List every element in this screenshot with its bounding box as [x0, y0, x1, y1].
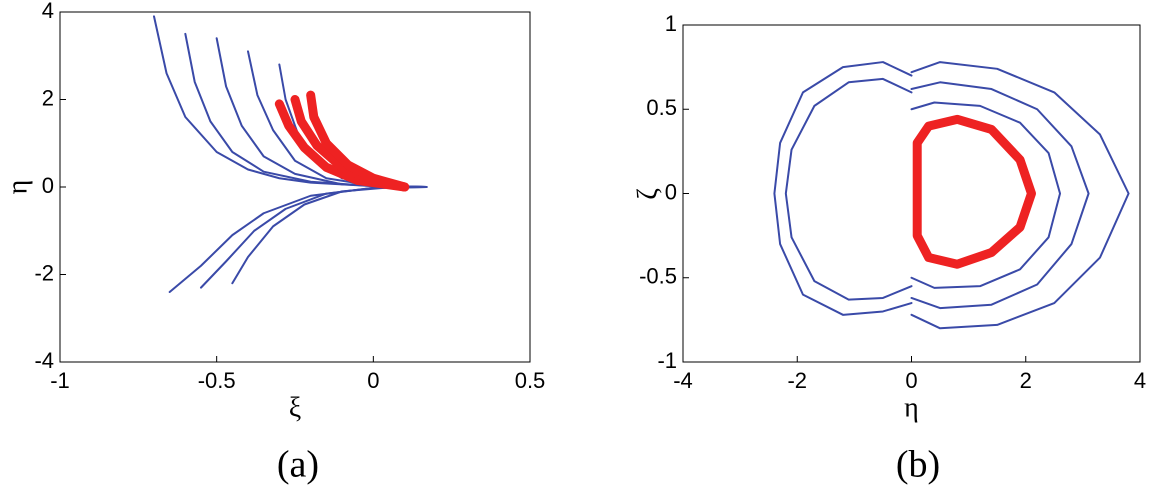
trajectory	[168, 186, 428, 293]
x-tick-label: 4	[1134, 368, 1146, 393]
y-tick-label: 0	[665, 179, 677, 204]
trajectory	[184, 32, 428, 188]
y-tick-label: -1	[657, 348, 677, 373]
y-tick-label: 1	[665, 11, 677, 36]
trajectory	[231, 186, 428, 285]
trajectory	[912, 114, 1036, 269]
trajectory	[910, 101, 1062, 289]
trajectory	[784, 77, 913, 301]
y-tick-label: -2	[34, 260, 54, 285]
x-tick-label: 0	[367, 368, 379, 393]
y-tick-label: 0	[42, 173, 54, 198]
x-axis-label: ξ	[289, 392, 301, 423]
y-tick-label: 2	[42, 85, 54, 110]
y-tick-label: 0.5	[646, 95, 677, 120]
y-axis-label: ζ	[632, 188, 663, 200]
panel: -4 -2 0 2 4 -1 -0.5 0 0.5 1 η ζ (b)	[632, 11, 1146, 486]
y-tick-label: -0.5	[639, 264, 677, 289]
panel: -1 -0.5 0 0.5 -4 -2 0 2 4 ξ η (a)	[2, 0, 545, 486]
trajectory	[773, 61, 913, 316]
x-tick-label: -0.5	[198, 368, 236, 393]
y-tick-label: 4	[42, 0, 54, 23]
x-tick-label: -2	[787, 368, 807, 393]
x-axis-label: η	[904, 392, 919, 423]
trajectory	[153, 15, 428, 188]
y-tick-label: -4	[34, 348, 54, 373]
panel-caption: (b)	[896, 444, 940, 486]
trajectory	[306, 90, 410, 192]
x-tick-label: 0	[905, 368, 917, 393]
trajectory	[910, 61, 1130, 330]
trajectory	[215, 37, 428, 188]
x-tick-label: -4	[673, 368, 693, 393]
plot-frame	[59, 11, 531, 363]
y-axis-label: η	[2, 180, 33, 195]
trajectory	[910, 81, 1090, 310]
panel-caption: (a)	[277, 444, 319, 486]
x-tick-label: -1	[50, 368, 70, 393]
x-tick-label: 0.5	[515, 368, 546, 393]
x-tick-label: 2	[1020, 368, 1032, 393]
